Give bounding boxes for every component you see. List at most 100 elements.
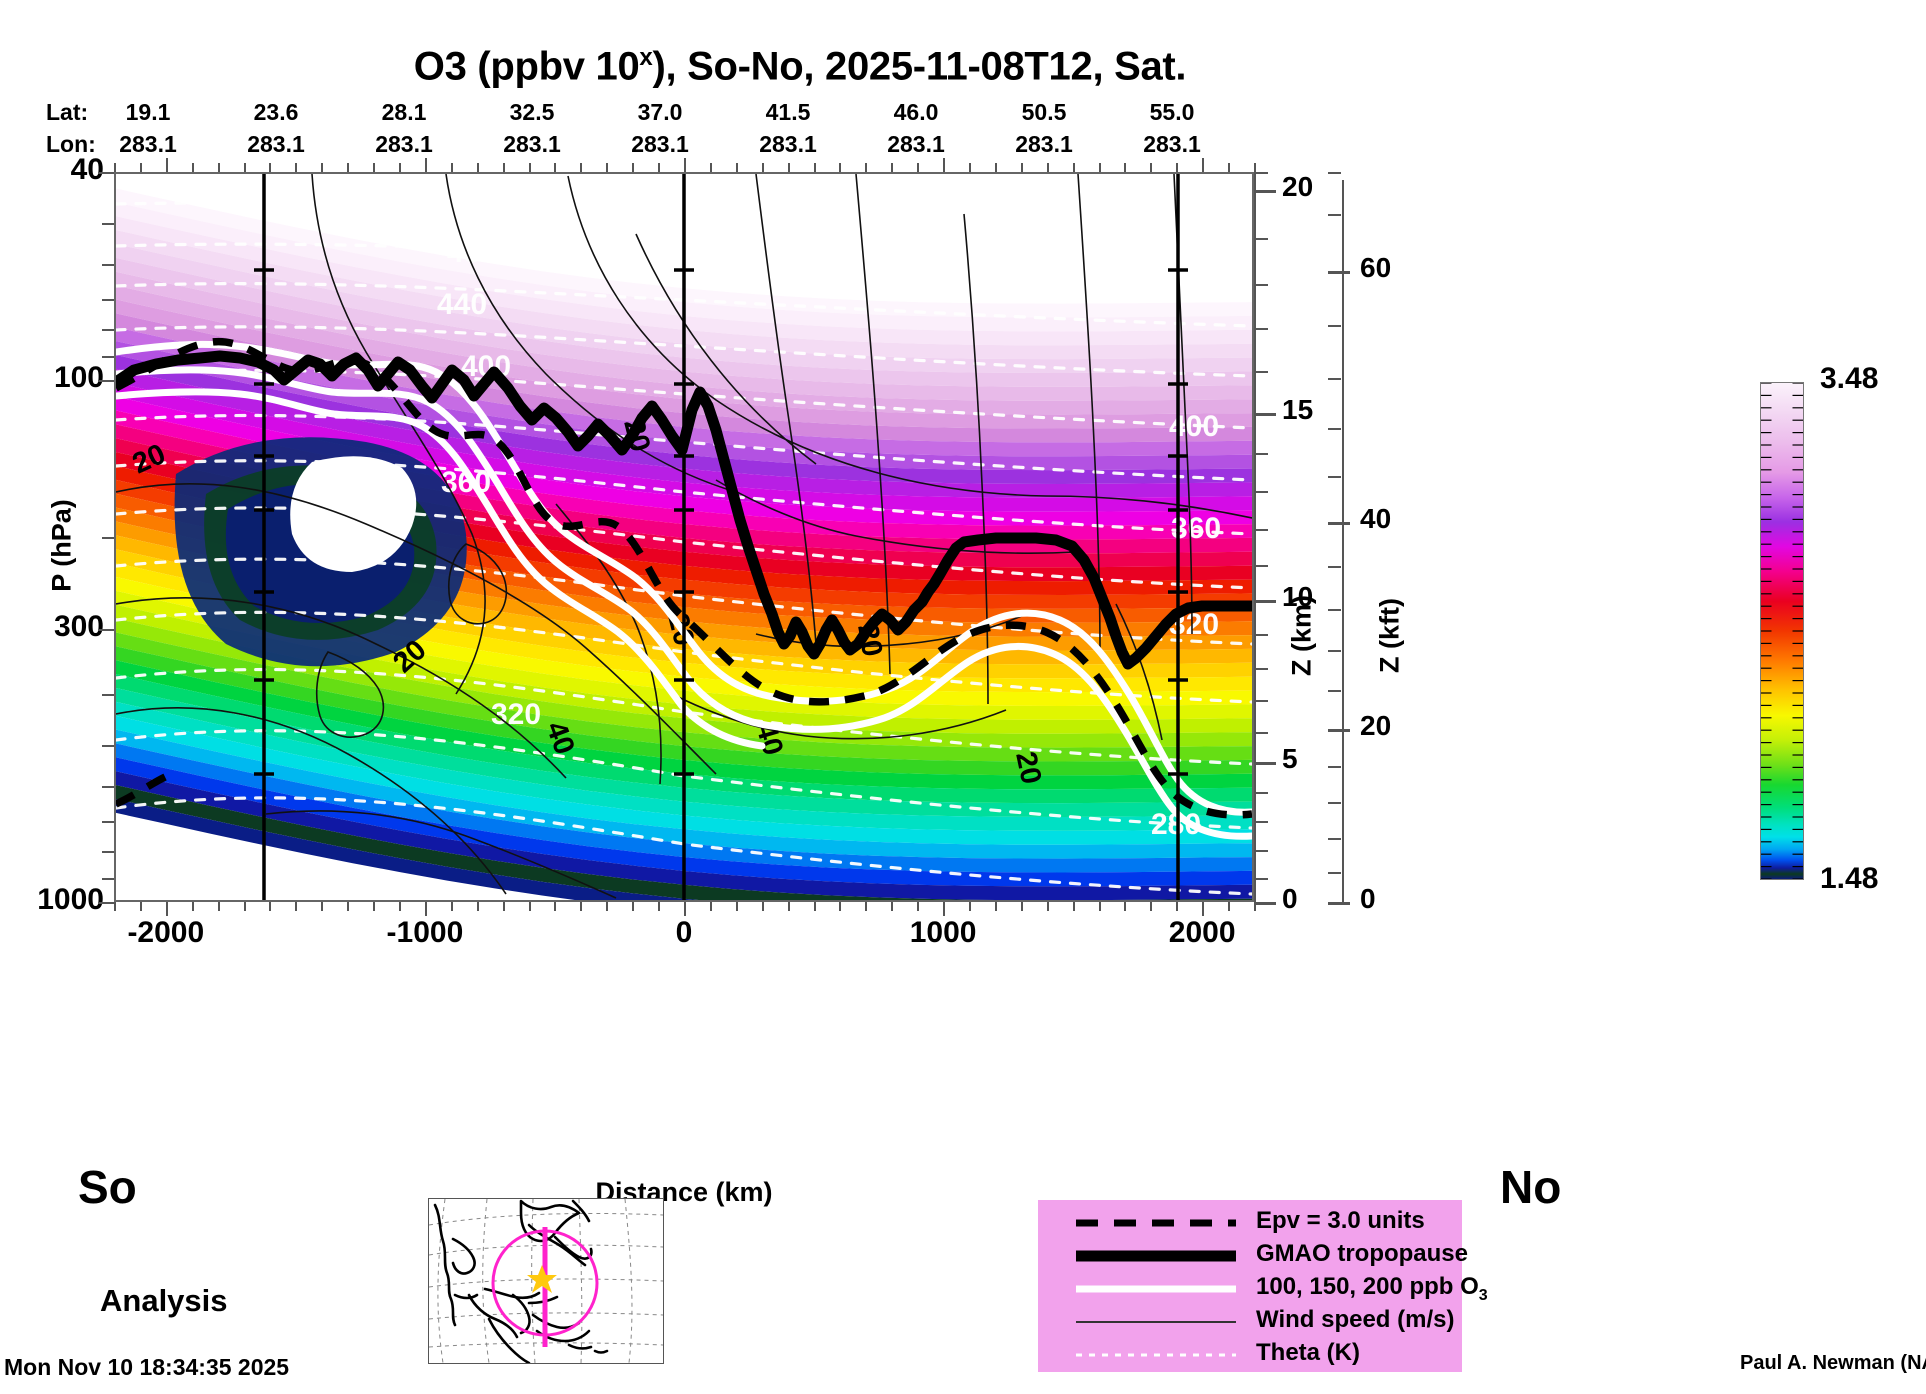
title-before: O3 (ppbv 10 (413, 44, 640, 89)
x-minor-tick (761, 902, 764, 911)
x-minor-tick-top (347, 163, 350, 172)
lon-value-4: 283.1 (631, 131, 689, 157)
x-minor-tick-top (735, 163, 738, 172)
zkft-axis (1342, 180, 1344, 902)
x-minor-tick-top (399, 163, 401, 172)
plot-canvas: 520 520 480 480 440 400 400 360 360 320 … (116, 174, 1252, 900)
zkft-tick (1328, 172, 1341, 174)
x-minor-tick (969, 902, 971, 911)
colorbar-max-label: 3.48 (1820, 362, 1879, 395)
cross-section-plot: 520 520 480 480 440 400 400 360 360 320 … (114, 172, 1254, 902)
x-minor-tick-top (813, 163, 816, 172)
zkft-label-40: 40 (1360, 502, 1392, 534)
x-minor-tick (606, 902, 609, 911)
zkft-tick (1328, 650, 1341, 653)
x-minor-tick (424, 902, 427, 916)
colorbar-gradient (1761, 383, 1803, 879)
x-minor-tick-top (528, 163, 531, 172)
x-minor-tick (450, 902, 453, 911)
legend-row-1: GMAO tropopause (1038, 1239, 1468, 1273)
y-axis-zkm-title: Z (km) (1286, 595, 1317, 676)
y-minor-tick (102, 537, 114, 539)
zkft-tick (1328, 690, 1341, 693)
x-minor-tick (658, 902, 661, 911)
zkm-tick (1256, 792, 1268, 795)
legend-label-2: 100, 150, 200 ppb O3 (1256, 1273, 1488, 1304)
inset-map-svg (429, 1199, 663, 1363)
x-minor-tick-top (917, 163, 920, 172)
zkft-label-60: 60 (1360, 251, 1392, 283)
legend-box: Epv = 3.0 units GMAO tropopause 100, 150, … (1038, 1200, 1488, 1372)
zkm-tick (1256, 328, 1268, 331)
generated-timestamp: Mon Nov 10 18:34:35 2025 (4, 1354, 290, 1380)
y-minor-tick (102, 694, 114, 697)
x-minor-tick-top (554, 163, 557, 172)
zkm-tick (1256, 284, 1268, 287)
zkm-label-0: 0 (1282, 883, 1298, 914)
legend-sample-thick-white (1072, 1272, 1240, 1306)
x-minor-tick (917, 902, 920, 911)
zkm-label-20: 20 (1282, 170, 1314, 202)
zkft-tick (1328, 837, 1341, 840)
lat-value-2: 28.1 (381, 99, 427, 125)
y-axis-left-title: P (hPa) (46, 499, 77, 592)
lon-value-7: 283.1 (1015, 131, 1073, 157)
colorbar (1760, 382, 1804, 880)
x-minor-tick-top (1228, 163, 1231, 172)
zkft-label-20: 20 (1360, 709, 1392, 741)
zkft-label-0: 0 (1360, 883, 1376, 914)
zkm-axis (1254, 172, 1256, 902)
colorbar-min-label: 1.48 (1820, 862, 1879, 895)
x-minor-tick-top (632, 163, 635, 172)
legend-row-3: Wind speed (m/s) (1038, 1305, 1462, 1339)
analysis-label: Analysis (100, 1283, 228, 1318)
y-minor-tick (102, 851, 114, 854)
x-tick-2: 0 (675, 916, 693, 949)
x-minor-tick (1228, 902, 1231, 911)
x-minor-tick-top (450, 163, 453, 172)
x-minor-tick-top (606, 163, 609, 172)
y-minor-tick (102, 355, 114, 358)
zkm-tick (1256, 412, 1276, 416)
x-minor-tick-top (165, 158, 168, 172)
zkm-tick (1256, 902, 1276, 905)
zkft-tick (1328, 270, 1350, 274)
x-minor-tick-top (1072, 163, 1075, 172)
lon-value-0: 283.1 (119, 131, 177, 157)
lat-value-8: 55.0 (1149, 99, 1195, 125)
x-minor-tick-top (1046, 163, 1049, 172)
x-minor-tick (1020, 902, 1023, 911)
legend-label-3: Wind speed (m/s) (1256, 1306, 1455, 1333)
lon-value-5: 283.1 (759, 131, 817, 157)
x-minor-tick-top (243, 163, 246, 172)
zkm-label-15: 15 (1282, 393, 1314, 425)
x-minor-tick (139, 902, 142, 911)
x-minor-tick-top (994, 163, 997, 172)
inset-location-map[interactable] (428, 1198, 664, 1364)
svg-text:520: 520 (1165, 190, 1215, 223)
zkft-tick (1328, 566, 1341, 568)
y-minor-tick (98, 172, 114, 174)
lon-label: Lon: (46, 131, 96, 157)
x-minor-tick (943, 902, 946, 916)
x-minor-tick-top (114, 163, 116, 172)
lat-value-7: 50.5 (1021, 99, 1067, 125)
legend-sample-dashed-black (1072, 1206, 1240, 1240)
zkft-tick (1328, 521, 1350, 525)
x-minor-tick (839, 902, 842, 911)
zkft-tick (1328, 608, 1341, 611)
y-minor-tick (102, 298, 114, 301)
x-minor-tick-top (658, 163, 661, 172)
lon-value-1: 283.1 (247, 131, 305, 157)
y-minor-tick (102, 263, 114, 266)
zkm-label-10: 10 (1282, 581, 1314, 613)
zkft-tick (1328, 475, 1341, 478)
x-minor-tick (632, 902, 635, 911)
zkm-tick (1256, 821, 1268, 824)
y-minor-tick (98, 902, 114, 904)
x-minor-tick (269, 902, 272, 911)
legend-row-4: Theta (K) (1038, 1338, 1462, 1372)
inset-station-star (527, 1265, 557, 1293)
x-minor-tick (217, 902, 220, 911)
lat-value-0: 19.1 (125, 99, 171, 125)
